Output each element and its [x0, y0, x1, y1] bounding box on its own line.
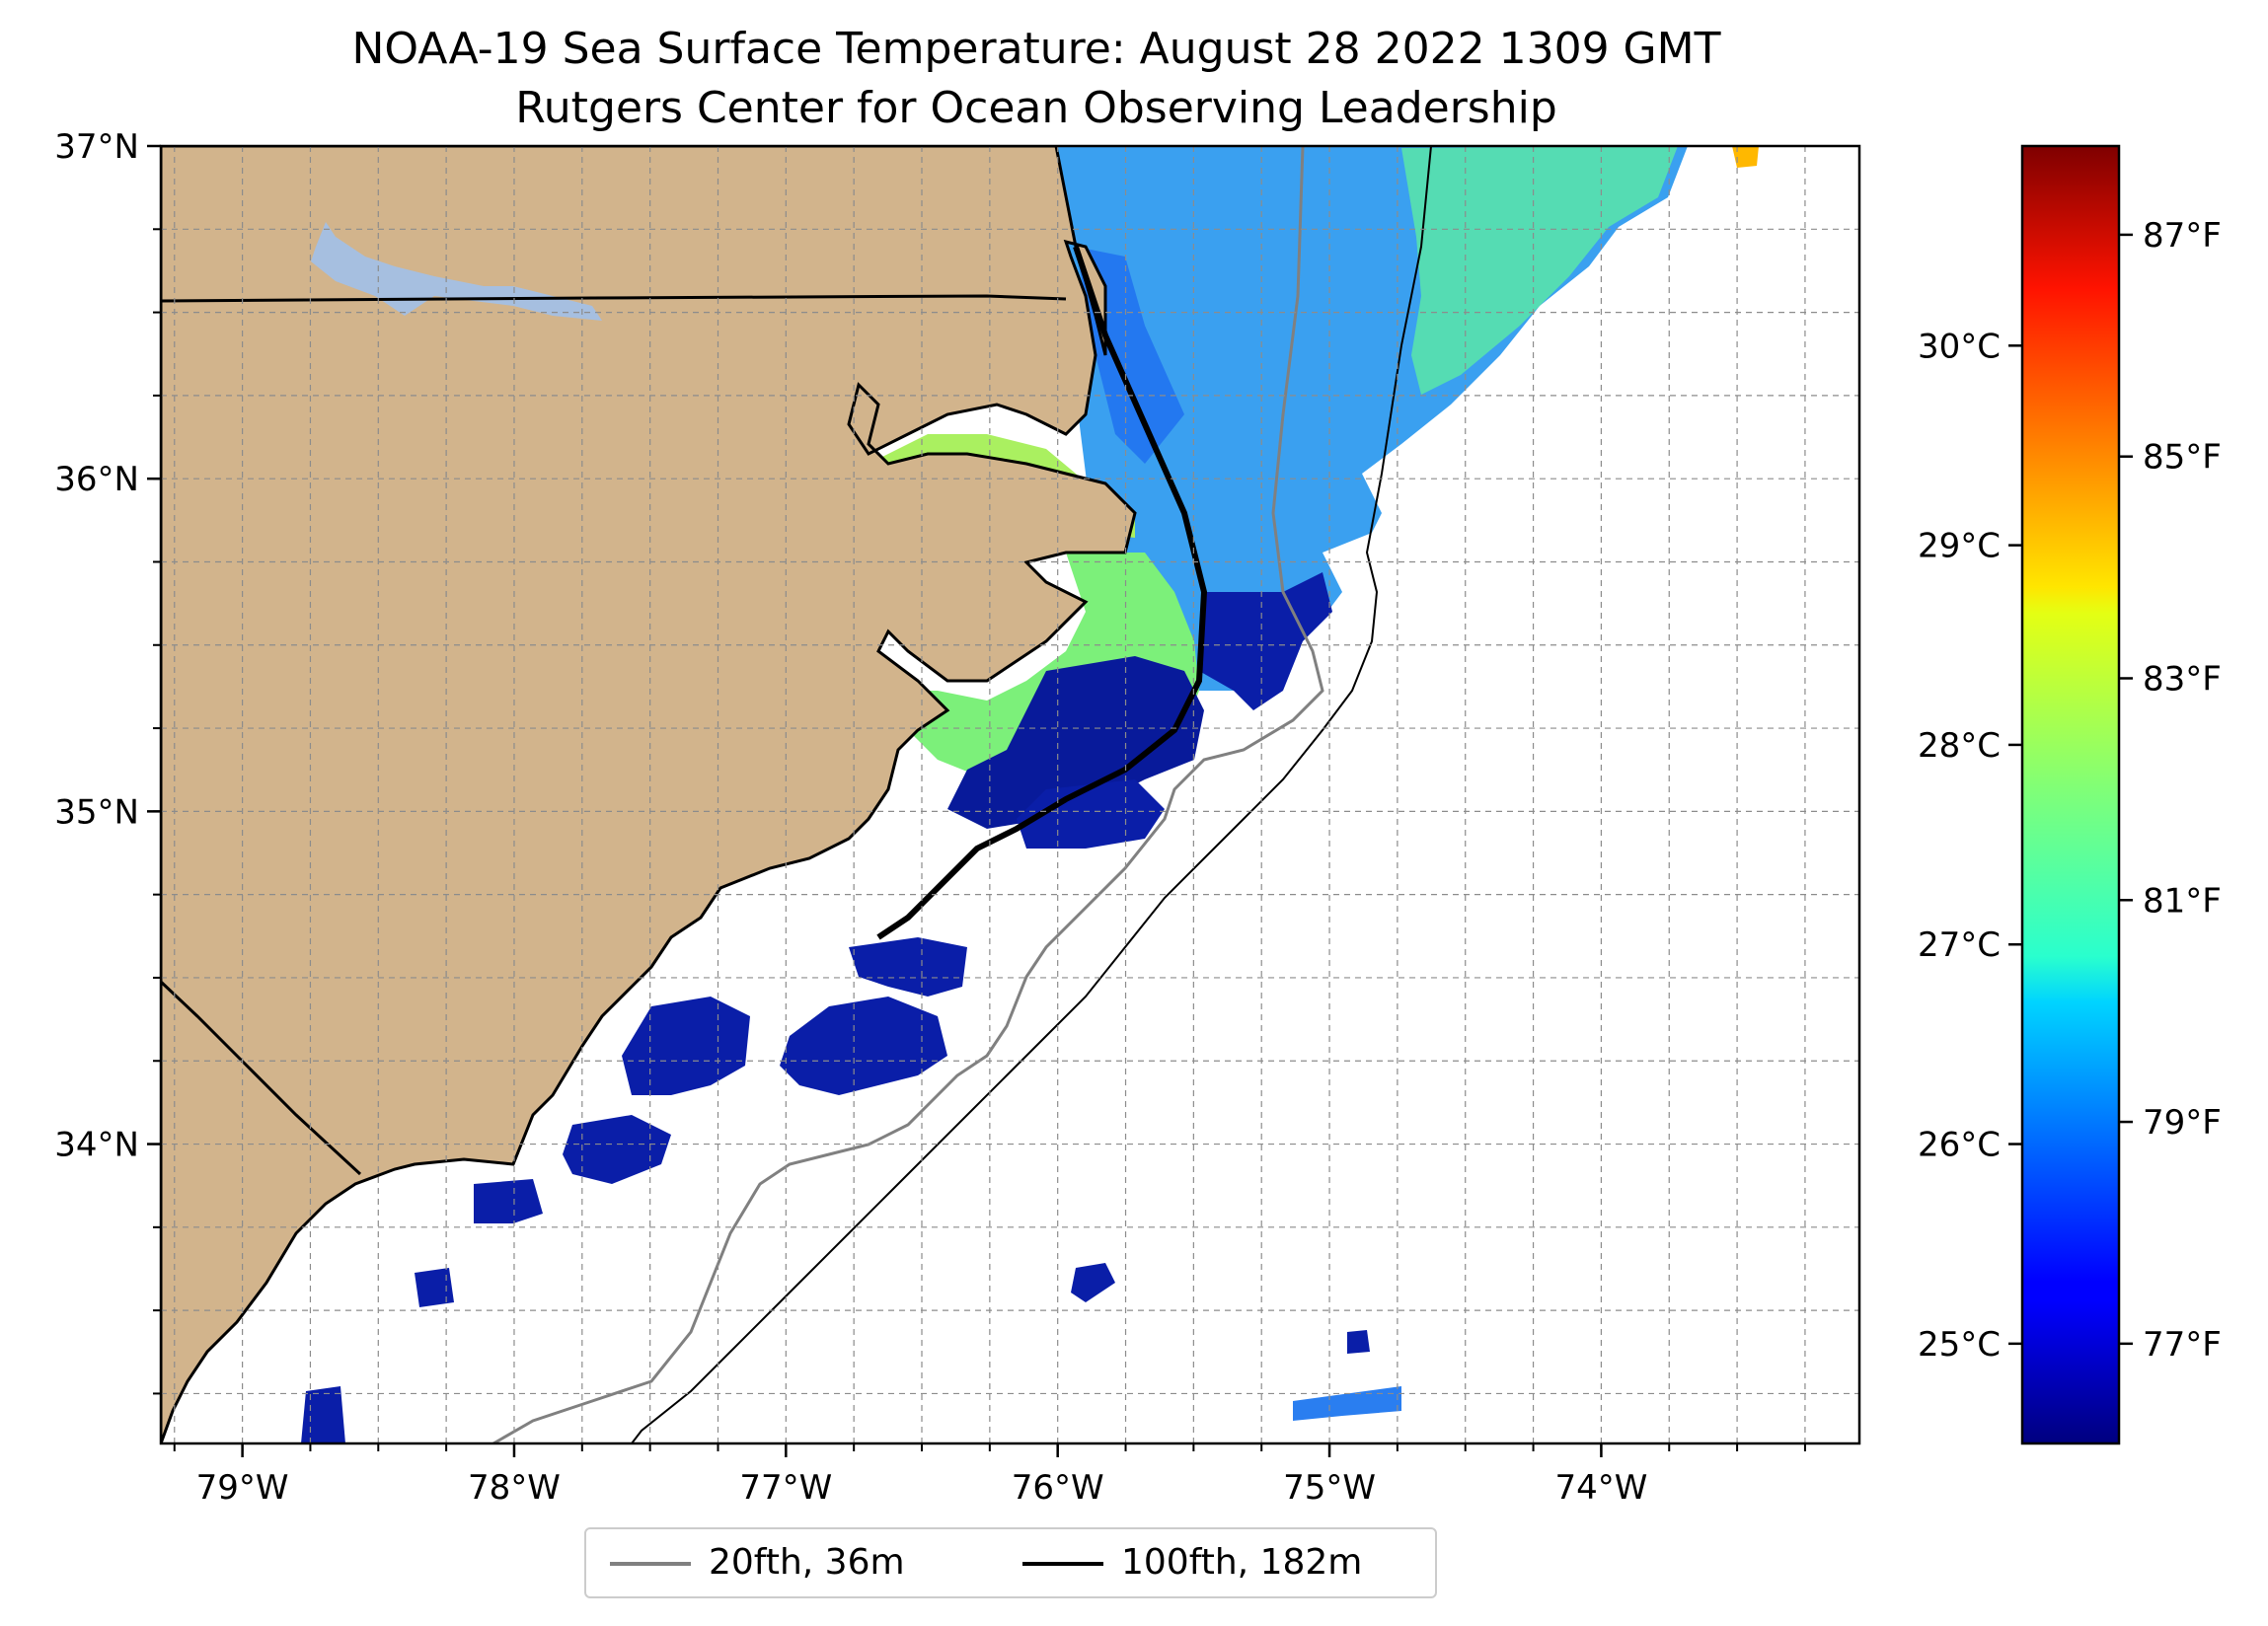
colorbar-celsius-label: 26°C	[1918, 1126, 2001, 1165]
colorbar-celsius-label: 25°C	[1918, 1325, 2001, 1365]
colorbar-fahrenheit-axis: 77°F 79°F 81°F 83°F 85°F 87°F	[2119, 216, 2222, 1365]
colorbar	[2020, 144, 2121, 1445]
colorbar-celsius-label: 28°C	[1918, 726, 2001, 766]
legend-swatch-100fth	[1022, 1562, 1103, 1566]
map-subtitle: Rutgers Center for Ocean Observing Leade…	[515, 83, 1557, 133]
lon-tick-label: 77°W	[739, 1468, 832, 1508]
colorbar-fahrenheit-label: 81°F	[2143, 881, 2222, 921]
contour-100fth	[631, 146, 1432, 1443]
sst-cold-patch-south-1	[301, 1386, 345, 1443]
lat-tick-label: 34°N	[54, 1126, 139, 1165]
land-north-carolina	[161, 146, 1137, 1443]
sst-cold-patch-offshore-1	[1071, 1263, 1115, 1302]
sst-cold-patch-offshore-3	[1293, 1386, 1401, 1421]
map-frame	[159, 144, 1861, 1445]
colorbar-celsius-axis: 25°C 26°C 27°C 28°C 29°C 30°C	[1918, 327, 2022, 1365]
colorbar-fahrenheit-label: 79°F	[2143, 1103, 2222, 1143]
contour-legend: 20fth, 36m 100fth, 182m	[584, 1527, 1437, 1598]
sst-cold-patch-ocracoke	[1017, 779, 1165, 849]
legend-label-20fth: 20fth, 36m	[709, 1542, 905, 1583]
sst-cold-patch-onslow-4	[563, 1115, 671, 1184]
lat-tick-label: 37°N	[54, 127, 139, 167]
lon-tick-label: 78°W	[468, 1468, 561, 1508]
lat-tick-label: 36°N	[54, 460, 139, 499]
colorbar-celsius-label: 30°C	[1918, 327, 2001, 366]
sst-offshore-green	[1401, 146, 1678, 395]
colorbar-fahrenheit-label: 87°F	[2143, 216, 2222, 256]
sst-warm-patch-ne	[1732, 146, 1759, 168]
sst-cold-patch-south-2	[415, 1268, 454, 1307]
longitude-axis: 79°W 78°W 77°W 76°W 75°W 74°W	[173, 1443, 1806, 1508]
sst-cold-patch-onslow-3	[780, 997, 947, 1095]
state-border-nc-sc	[161, 980, 362, 1176]
sst-cold-patch-onslow-1	[849, 937, 967, 997]
map-area	[161, 146, 1859, 1443]
latitude-axis: 37°N 36°N 35°N 34°N	[54, 127, 161, 1395]
sst-cold-patch-pamlico	[947, 656, 1204, 829]
lon-tick-label: 74°W	[1554, 1468, 1647, 1508]
lon-tick-label: 79°W	[196, 1468, 289, 1508]
sst-cold-patch-hatteras	[1199, 572, 1332, 710]
contour-20fth	[492, 146, 1324, 1443]
colorbar-celsius-label: 29°C	[1918, 527, 2001, 566]
lake-kerr	[311, 222, 602, 321]
lon-tick-label: 75°W	[1283, 1468, 1376, 1508]
legend-label-100fth: 100fth, 182m	[1121, 1542, 1363, 1583]
lat-tick-label: 35°N	[54, 792, 139, 832]
lon-tick-label: 76°W	[1012, 1468, 1104, 1508]
map-title: NOAA-19 Sea Surface Temperature: August …	[351, 24, 1721, 74]
colorbar-fahrenheit-label: 83°F	[2143, 659, 2222, 699]
sst-cold-patch-offshore-2	[1347, 1330, 1370, 1354]
legend-swatch-20fth	[610, 1562, 691, 1566]
colorbar-fahrenheit-label: 77°F	[2143, 1325, 2222, 1365]
colorbar-celsius-label: 27°C	[1918, 925, 2001, 965]
sst-cold-patch-long-bay	[474, 1179, 543, 1223]
colorbar-fahrenheit-label: 85°F	[2143, 438, 2222, 478]
state-border-va-nc	[161, 294, 1067, 303]
graticule	[161, 146, 1859, 1443]
outer-banks	[876, 246, 1208, 940]
